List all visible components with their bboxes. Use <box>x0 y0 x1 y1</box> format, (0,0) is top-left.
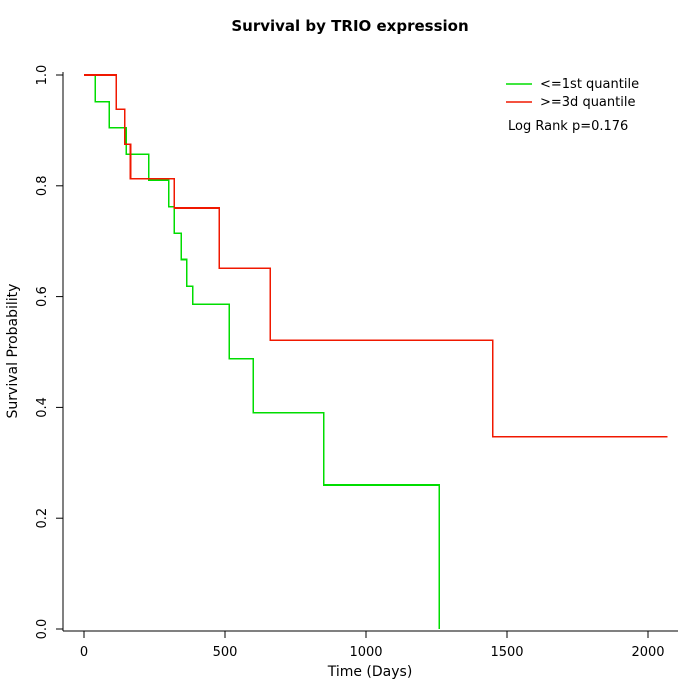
legend: <=1st quantile >=3d quantile Log Rank p=… <box>506 77 639 134</box>
km-curve-0 <box>84 74 441 629</box>
y-axis-label: Survival Probability <box>5 284 21 419</box>
legend-label-high-quantile: >=3d quantile <box>540 95 635 110</box>
x-tick-label: 1000 <box>349 645 382 660</box>
y-axis: 0.0 0.2 0.4 0.6 0.8 1.0 <box>35 65 64 640</box>
y-tick-label: 0.6 <box>35 286 50 307</box>
series-group <box>84 74 668 629</box>
y-tick-label: 1.0 <box>35 65 50 86</box>
km-curve-1 <box>84 74 668 438</box>
y-tick-label: 0.8 <box>35 175 50 196</box>
y-tick-label: 0.4 <box>35 397 50 418</box>
x-tick-label: 500 <box>213 645 238 660</box>
x-tick-label: 0 <box>80 645 88 660</box>
chart-title: Survival by TRIO expression <box>231 17 468 35</box>
y-tick-label: 0.0 <box>35 619 50 640</box>
y-tick-label: 0.2 <box>35 508 50 529</box>
x-tick-label: 1500 <box>490 645 523 660</box>
x-axis-label: Time (Days) <box>327 664 413 680</box>
legend-label-low-quantile: <=1st quantile <box>540 77 639 92</box>
log-rank-annotation: Log Rank p=0.176 <box>508 119 628 134</box>
x-axis: 0 500 1000 1500 2000 <box>63 630 678 660</box>
x-tick-label: 2000 <box>631 645 664 660</box>
